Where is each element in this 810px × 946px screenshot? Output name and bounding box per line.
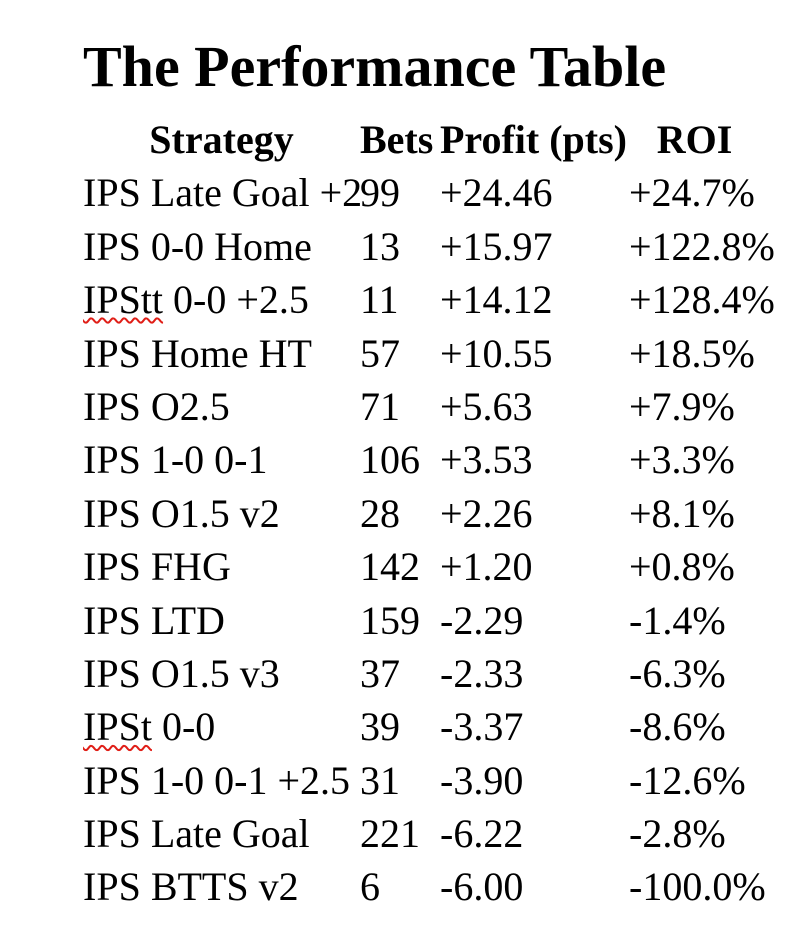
table-row: IPS O1.5 v3 37 -2.33 -6.3% (83, 647, 760, 700)
profit-cell: -6.22 (440, 811, 524, 857)
profit-cell: +10.55 (440, 330, 553, 376)
bets-cell: 13 (360, 223, 400, 269)
table-row: IPS Late Goal +2 99 +24.46 +24.7% (83, 166, 760, 219)
strategy-cell: IPS LTD (83, 597, 225, 643)
table-row: IPS FHG 142 +1.20 +0.8% (83, 540, 760, 593)
misspelled-word: IPSt (83, 704, 152, 750)
roi-cell: +24.7% (629, 170, 755, 216)
roi-cell: +0.8% (629, 544, 735, 590)
roi-cell: -8.6% (629, 704, 726, 750)
profit-cell: +1.20 (440, 544, 533, 590)
bets-cell: 31 (360, 757, 400, 803)
bets-cell: 57 (360, 330, 400, 376)
page-title: The Performance Table (83, 33, 667, 99)
bets-cell: 159 (360, 597, 420, 643)
strategy-cell: IPS FHG (83, 544, 231, 590)
bets-cell: 28 (360, 490, 400, 536)
table-row: IPS 0-0 Home 13 +15.97 +122.8% (83, 220, 775, 273)
performance-table: Strategy Bets Profit (pts) ROI IPS Late … (83, 113, 775, 914)
profit-cell: +24.46 (440, 170, 553, 216)
strategy-cell: IPS Home HT (83, 330, 312, 376)
profit-cell: -2.29 (440, 597, 524, 643)
strategy-cell: IPS 1-0 0-1 (83, 437, 268, 483)
bets-cell: 99 (360, 170, 400, 216)
profit-cell: -6.00 (440, 864, 524, 910)
table-row: IPSt 0-0 39 -3.37 -8.6% (83, 700, 760, 753)
roi-cell: -12.6% (629, 757, 746, 803)
profit-cell: +5.63 (440, 383, 533, 429)
table-row: IPS Home HT 57 +10.55 +18.5% (83, 327, 760, 380)
profit-cell: -3.90 (440, 757, 524, 803)
strategy-cell: IPS O2.5 (83, 383, 230, 429)
table-row: IPS 1-0 0-1 +2.5 31 -3.90 -12.6% (83, 754, 760, 807)
strategy-cell: IPSt 0-0 (83, 704, 216, 750)
table-row: IPS O2.5 71 +5.63 +7.9% (83, 380, 760, 433)
profit-cell: +15.97 (440, 223, 553, 269)
strategy-cell: IPS O1.5 v2 (83, 490, 280, 536)
table-row: IPS LTD 159 -2.29 -1.4% (83, 594, 760, 647)
column-header-roi: ROI (656, 117, 733, 162)
profit-cell: -2.33 (440, 650, 524, 696)
profit-cell: +3.53 (440, 437, 533, 483)
bets-cell: 71 (360, 383, 400, 429)
roi-cell: +3.3% (629, 437, 735, 483)
table-row: IPS Late Goal 221 -6.22 -2.8% (83, 807, 760, 860)
bets-cell: 37 (360, 650, 400, 696)
bets-cell: 39 (360, 704, 400, 750)
column-header-bets: Bets (360, 117, 434, 162)
profit-cell: +14.12 (440, 277, 553, 323)
roi-cell: +8.1% (629, 490, 735, 536)
profit-cell: -3.37 (440, 704, 524, 750)
table-row: IPStt 0-0 +2.5 11 +14.12 +128.4% (83, 273, 775, 326)
roi-cell: +18.5% (629, 330, 755, 376)
strategy-cell: IPS O1.5 v3 (83, 650, 280, 696)
table-body: IPS Late Goal +2 99 +24.46 +24.7% IPS 0-… (83, 166, 775, 913)
misspelled-word: IPStt (83, 277, 164, 323)
bets-cell: 11 (360, 277, 399, 323)
roi-cell: -2.8% (629, 811, 726, 857)
roi-cell: +122.8% (629, 223, 775, 269)
strategy-cell: IPS BTTS v2 (83, 864, 299, 910)
table-header-row: Strategy Bets Profit (pts) ROI (83, 113, 760, 166)
column-header-profit: Profit (pts) (440, 117, 627, 162)
strategy-cell: IPS Late Goal +2 (83, 170, 363, 216)
roi-cell: -6.3% (629, 650, 726, 696)
strategy-cell: IPStt 0-0 +2.5 (83, 277, 309, 323)
profit-cell: +2.26 (440, 490, 533, 536)
bets-cell: 6 (360, 864, 380, 910)
roi-cell: +7.9% (629, 383, 735, 429)
table-row: IPS 1-0 0-1 106 +3.53 +3.3% (83, 433, 760, 486)
strategy-cell: IPS 1-0 0-1 +2.5 (83, 757, 351, 803)
strategy-cell: IPS 0-0 Home (83, 223, 312, 269)
bets-cell: 106 (360, 437, 420, 483)
bets-cell: 142 (360, 544, 420, 590)
strategy-cell: IPS Late Goal (83, 811, 310, 857)
roi-cell: -1.4% (629, 597, 726, 643)
roi-cell: +128.4% (629, 277, 775, 323)
table-row: IPS O1.5 v2 28 +2.26 +8.1% (83, 487, 760, 540)
roi-cell: -100.0% (629, 864, 766, 910)
table-row: IPS BTTS v2 6 -6.00 -100.0% (83, 860, 766, 913)
bets-cell: 221 (360, 811, 420, 857)
column-header-strategy: Strategy (149, 117, 294, 162)
